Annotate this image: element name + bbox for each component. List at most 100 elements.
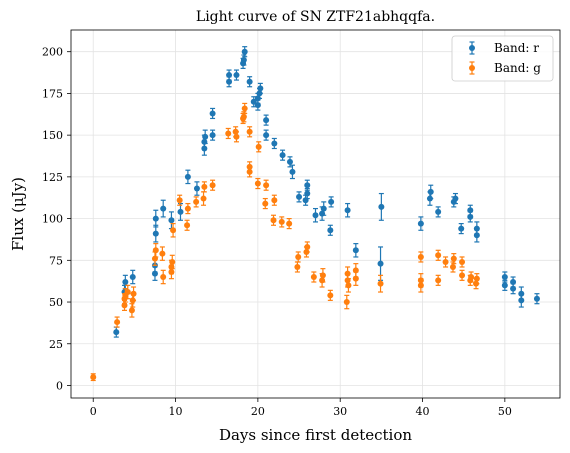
y-tick-label: 75 <box>49 254 63 267</box>
data-point <box>153 216 159 222</box>
y-tick-label: 175 <box>42 87 63 100</box>
x-tick-label: 0 <box>90 405 97 418</box>
data-point <box>193 199 199 205</box>
y-axis-label: Flux (μJy) <box>9 177 27 251</box>
data-point <box>113 329 119 335</box>
data-point <box>271 217 277 223</box>
data-point <box>510 279 516 285</box>
data-point <box>160 274 166 280</box>
x-tick-label: 20 <box>251 405 265 418</box>
data-point <box>304 191 310 197</box>
data-point <box>534 296 540 302</box>
legend-label: Band: r <box>494 41 539 55</box>
chart-title: Light curve of SN ZTF21abhqqfa. <box>196 9 435 25</box>
data-point <box>518 291 524 297</box>
y-tick-label: 200 <box>42 46 63 59</box>
legend-label: Band: g <box>494 61 541 75</box>
data-point <box>241 57 247 63</box>
data-point <box>435 252 441 258</box>
data-point <box>378 281 384 287</box>
data-point <box>296 194 302 200</box>
x-tick-label: 50 <box>498 405 512 418</box>
data-point <box>378 204 384 210</box>
data-point <box>153 247 159 253</box>
data-point <box>443 259 449 265</box>
x-tick-label: 40 <box>416 405 430 418</box>
data-point <box>247 164 253 170</box>
data-point <box>247 79 253 85</box>
y-tick-label: 0 <box>56 379 63 392</box>
data-point <box>210 132 216 138</box>
data-point <box>279 219 285 225</box>
data-point <box>170 227 176 233</box>
data-point <box>263 117 269 123</box>
data-point <box>459 272 465 278</box>
data-point <box>255 181 261 187</box>
data-point <box>327 292 333 298</box>
data-point <box>320 272 326 278</box>
data-point <box>225 130 231 136</box>
data-point <box>311 274 317 280</box>
data-point <box>502 282 508 288</box>
data-point <box>280 152 286 158</box>
data-point <box>295 254 301 260</box>
data-point <box>202 134 208 140</box>
data-point <box>345 207 351 213</box>
data-point <box>129 307 135 313</box>
data-point <box>233 134 239 140</box>
y-tick-label: 50 <box>49 296 63 309</box>
data-point <box>459 259 465 265</box>
data-point <box>169 259 175 265</box>
data-point <box>271 197 277 203</box>
data-point <box>418 221 424 227</box>
data-point <box>321 206 327 212</box>
data-point <box>201 196 207 202</box>
data-point <box>452 196 458 202</box>
data-point <box>502 274 508 280</box>
data-point <box>247 129 253 135</box>
data-point <box>344 299 350 305</box>
data-point <box>418 277 424 283</box>
data-point <box>289 169 295 175</box>
data-point <box>177 197 183 203</box>
data-point <box>194 186 200 192</box>
data-point <box>451 256 457 262</box>
data-point <box>313 212 319 218</box>
data-point <box>177 209 183 215</box>
data-point <box>353 267 359 273</box>
data-point <box>241 114 247 120</box>
data-point <box>304 244 310 250</box>
data-point <box>210 182 216 188</box>
data-point <box>418 254 424 260</box>
data-point <box>114 319 120 325</box>
data-point <box>345 271 351 277</box>
data-point <box>185 206 191 212</box>
y-tick-label: 150 <box>42 129 63 142</box>
data-point <box>345 282 351 288</box>
data-point <box>474 226 480 232</box>
data-point <box>130 274 136 280</box>
data-point <box>263 182 269 188</box>
data-point <box>286 221 292 227</box>
data-point <box>160 206 166 212</box>
x-tick-label: 30 <box>333 405 347 418</box>
data-point <box>257 85 263 91</box>
data-point <box>262 201 268 207</box>
legend-marker <box>469 45 475 51</box>
data-point <box>294 264 300 270</box>
x-axis-label: Days since first detection <box>219 426 412 444</box>
data-point <box>458 226 464 232</box>
data-point <box>159 251 165 257</box>
data-point <box>153 231 159 237</box>
data-point <box>287 159 293 165</box>
data-point <box>226 72 232 78</box>
data-point <box>90 374 96 380</box>
data-point <box>435 209 441 215</box>
data-point <box>378 261 384 267</box>
data-point <box>256 144 262 150</box>
data-point <box>353 247 359 253</box>
data-point <box>131 291 137 297</box>
data-point <box>184 222 190 228</box>
x-tick-label: 10 <box>169 405 183 418</box>
